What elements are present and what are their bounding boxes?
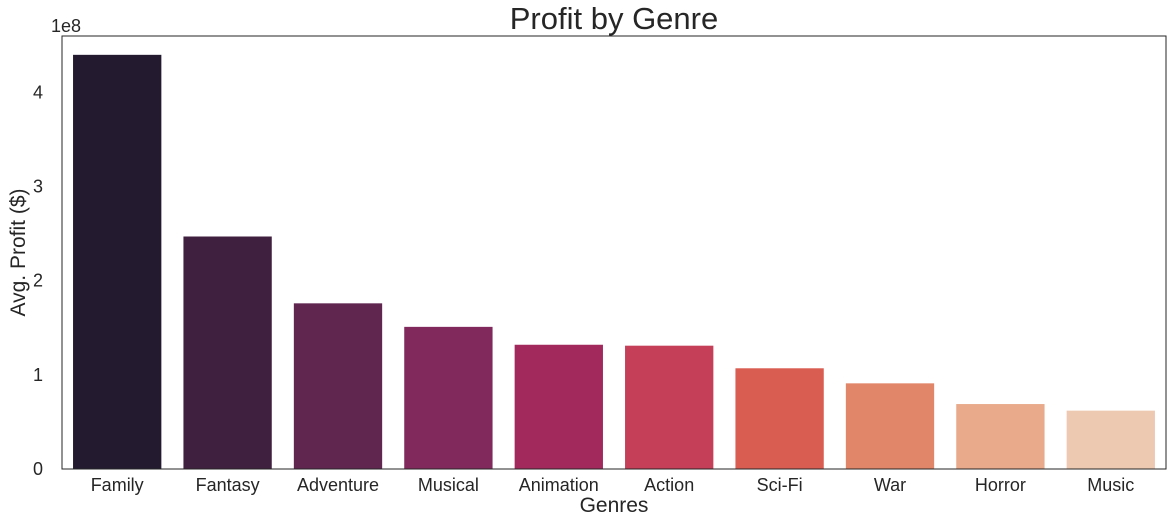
y-axis-label: Avg. Profit ($) [7,189,30,317]
bar-war [845,383,935,469]
y-axis-offset-label: 1e8 [51,16,81,36]
bar-horror [956,404,1045,469]
y-tick-label: 2 [33,271,43,291]
y-tick-label: 0 [33,459,43,479]
bar-adventure [293,303,383,469]
x-tick-label: Sci-Fi [757,475,803,495]
x-tick-label: Family [91,475,144,495]
bar-family [73,54,162,469]
x-tick-label: Musical [418,475,479,495]
bar-sci-fi [735,368,824,469]
x-tick-label: Fantasy [196,475,260,495]
bar-fantasy [183,236,272,469]
chart-title: Profit by Genre [510,1,718,36]
x-tick-label: Music [1087,475,1134,495]
x-axis-label: Genres [580,494,649,517]
x-tick-labels: Family Fantasy Adventure Musical Animation Ac… [91,475,1135,495]
bar-action [625,345,714,469]
y-tick-labels: 0 1 2 3 4 [33,82,43,479]
bar-musical [404,326,493,469]
bars-group [73,54,1155,469]
bar-animation [514,344,603,469]
y-tick-label: 4 [33,82,43,102]
y-tick-label: 3 [33,177,43,197]
x-tick-label: War [874,475,906,495]
bar-music [1066,410,1155,469]
x-tick-label: Animation [519,475,599,495]
plot-frame [61,35,1167,470]
x-tick-label: Horror [975,475,1026,495]
x-tick-label: Action [644,475,694,495]
x-tick-label: Adventure [297,475,379,495]
y-tick-label: 1 [33,365,43,385]
